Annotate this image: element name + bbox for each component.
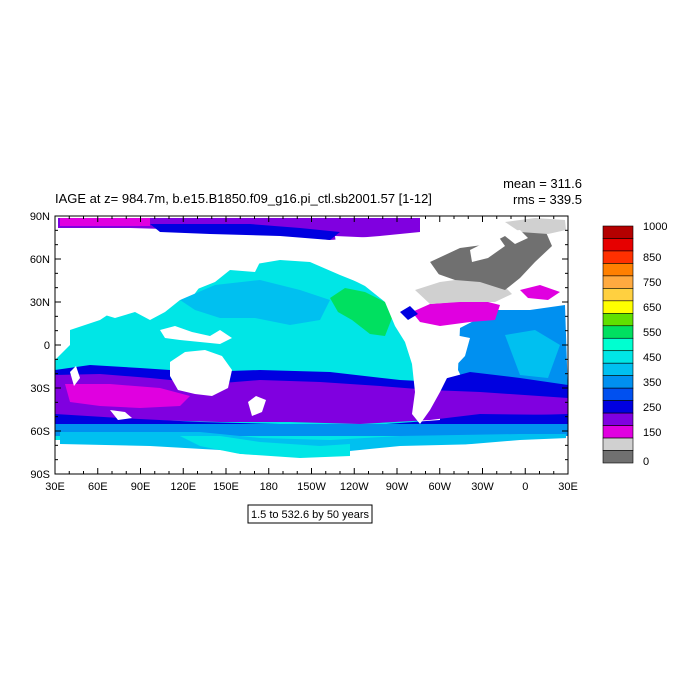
nordic-dark-grey	[430, 228, 552, 290]
colorbar-swatch	[602, 350, 634, 364]
colorbar-label: 550	[643, 327, 661, 339]
x-tick-label: 60E	[88, 481, 108, 493]
pacific-green-patch	[330, 288, 392, 336]
atlantic-magenta-east	[520, 285, 560, 300]
southern-magenta-core	[65, 384, 190, 408]
colorbar-swatch	[602, 425, 634, 439]
atlantic-light-blue	[505, 330, 560, 378]
arctic-light-grey	[505, 218, 566, 234]
y-tick-label: 30N	[30, 297, 50, 309]
colorbar-label: 350	[643, 377, 661, 389]
arctic-blue-band	[150, 224, 340, 240]
x-tick-label: 180	[260, 481, 278, 493]
colorbar-swatch	[602, 238, 634, 252]
y-tick-label: 60S	[30, 426, 50, 438]
arctic-magenta-band	[60, 218, 150, 226]
colorbar-swatch	[602, 387, 634, 401]
x-tick-label: 0	[522, 481, 528, 493]
land-greenland	[500, 230, 528, 244]
land-new-zealand	[248, 396, 266, 416]
x-tick-label: 120W	[340, 481, 369, 493]
x-tick-label: 60W	[428, 481, 451, 493]
colorbar-swatch	[602, 275, 634, 289]
colorbar-swatch	[602, 300, 634, 314]
x-tick-label: 150W	[297, 481, 326, 493]
atlantic-blue-patch	[400, 306, 418, 320]
land-indonesia	[160, 326, 232, 344]
colorbar-swatch	[602, 400, 634, 414]
colorbar-swatch	[602, 412, 634, 426]
colorbar-label: 0	[643, 456, 649, 468]
land-americas	[335, 236, 470, 424]
colorbar-swatch	[602, 450, 634, 464]
southern-blue-south-edge	[55, 414, 568, 426]
x-tick-label: 150E	[213, 481, 239, 493]
colorbar-swatch	[602, 362, 634, 376]
colorbar-swatch	[602, 325, 634, 339]
rms-value: rms = 339.5	[513, 192, 582, 207]
chart-title: IAGE at z= 984.7m, b.e15.B1850.f09_g16.p…	[55, 191, 432, 206]
y-tick-label: 90S	[30, 469, 50, 481]
colorbar-label: 750	[643, 277, 661, 289]
land-antarctica	[55, 438, 568, 474]
colorbar-swatch	[602, 288, 634, 302]
land-eurasia-africa	[55, 232, 260, 322]
colorbar-label: 1000	[643, 221, 667, 233]
x-axis: 30E 60E 90E 120E 150E 180 150W 120W 90W 60W 30W 0 30…	[45, 216, 578, 493]
colorbar-swatch	[602, 437, 634, 451]
x-tick-label: 120E	[170, 481, 196, 493]
x-tick-label: 30E	[45, 481, 65, 493]
x-tick-label: 90E	[131, 481, 151, 493]
land-antarctic-peninsula	[110, 410, 132, 420]
colorbar-swatch	[602, 225, 634, 239]
colorbar-label: 150	[643, 427, 661, 439]
colorbar-label: 250	[643, 402, 661, 414]
mean-value: mean = 311.6	[503, 176, 582, 191]
info-box-text: 1.5 to 532.6 by 50 years	[251, 509, 370, 521]
x-tick-label: 30E	[558, 481, 578, 493]
colorbar-label: 650	[643, 302, 661, 314]
colorbar-label: 450	[643, 352, 661, 364]
colorbar: 1000 850 750 650 550 450 350 250 150 0	[602, 221, 667, 468]
atlantic-grey-north	[415, 278, 512, 304]
land-africa-lower	[55, 300, 62, 340]
land-greenland-south	[470, 236, 505, 262]
colorbar-label: 850	[643, 252, 661, 264]
colorbar-swatch	[602, 375, 634, 389]
land-madagascar	[70, 366, 80, 386]
y-tick-label: 90N	[30, 211, 50, 223]
pacific-lightblue-tongue	[180, 280, 330, 325]
land-australia	[170, 350, 232, 396]
y-tick-label: 30S	[30, 383, 50, 395]
atlantic-magenta-north	[412, 300, 500, 326]
southern-cyan-fringe	[180, 436, 350, 458]
colorbar-swatch	[602, 263, 634, 277]
y-tick-label: 60N	[30, 254, 50, 266]
colorbar-swatch	[602, 313, 634, 327]
info-box	[247, 504, 373, 524]
y-tick-label: 0	[44, 340, 50, 352]
map-plot	[55, 218, 568, 474]
colorbar-swatch	[602, 337, 634, 352]
x-tick-label: 90W	[386, 481, 409, 493]
x-tick-label: 30W	[471, 481, 494, 493]
y-axis: 90N 60N 30N 0 30S 60S 90S	[30, 211, 568, 481]
colorbar-swatch	[602, 250, 634, 264]
